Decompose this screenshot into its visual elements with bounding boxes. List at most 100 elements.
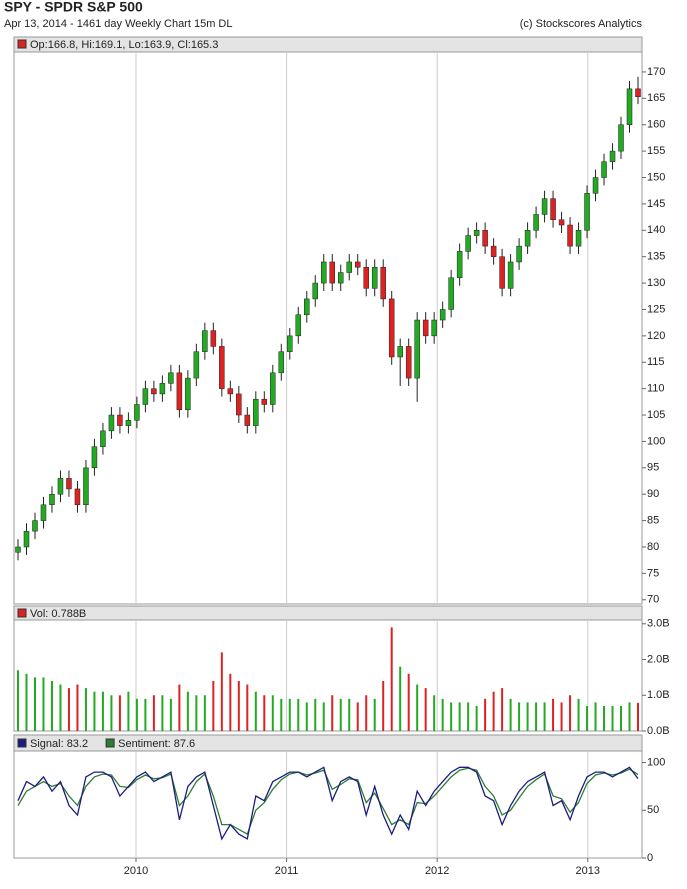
- candle-body: [159, 383, 166, 395]
- volume-bar: [390, 627, 393, 731]
- panel-frame: [13, 734, 643, 859]
- x-tick-label: 2010: [124, 865, 148, 877]
- candle-body: [499, 256, 505, 289]
- candle-body: [261, 398, 268, 405]
- candle-body: [312, 282, 319, 300]
- candle-body: [236, 393, 242, 416]
- volume-bar: [450, 702, 453, 731]
- volume-bar: [25, 673, 28, 731]
- candle-body: [142, 388, 149, 405]
- volume-bar: [127, 691, 130, 731]
- candle-body: [185, 377, 191, 411]
- indicator-line: [17, 766, 639, 841]
- volume-bar: [356, 702, 359, 731]
- volume-bar: [195, 695, 198, 731]
- volume-bar: [254, 691, 257, 731]
- volume-bar: [297, 698, 300, 731]
- volume-bar: [475, 705, 478, 731]
- candle-body: [66, 478, 72, 490]
- candle-body: [482, 230, 488, 247]
- candle-body: [321, 261, 327, 284]
- panel-header: [13, 734, 643, 752]
- volume-bar: [186, 691, 189, 731]
- candle-body: [57, 478, 64, 495]
- legend-label: Signal: 83.2: [30, 738, 88, 750]
- candle-body: [465, 235, 471, 252]
- volume-bar: [424, 688, 427, 731]
- candle-body: [541, 198, 548, 215]
- candle-body: [108, 414, 115, 432]
- candle-body: [609, 150, 616, 162]
- volume-bar: [611, 705, 614, 731]
- volume-bar: [569, 695, 572, 731]
- candle-body: [32, 520, 38, 532]
- candle-body: [134, 404, 140, 421]
- y-tick-label: 105: [647, 409, 665, 421]
- volume-bar: [314, 698, 317, 731]
- y-tick-label: 165: [647, 92, 665, 104]
- y-tick-label: 80: [647, 541, 659, 553]
- candle-body: [329, 261, 335, 284]
- volume-bar: [135, 698, 138, 731]
- candle-body: [618, 124, 624, 152]
- volume-bar: [535, 702, 538, 731]
- y-tick-label: 100: [647, 756, 665, 768]
- volume-bar: [271, 695, 274, 731]
- volume-bar: [110, 695, 113, 731]
- volume-bar: [50, 680, 53, 731]
- y-tick-label: 3.0B: [647, 618, 670, 630]
- volume-bar: [220, 652, 223, 731]
- candle-body: [117, 414, 123, 426]
- legend-label: Sentiment: 87.6: [118, 738, 195, 750]
- legend-swatch: [17, 39, 27, 49]
- legend-label: Vol: 0.788B: [30, 608, 86, 620]
- candle-body: [592, 177, 599, 194]
- candle-body: [210, 330, 217, 347]
- volume-bar: [433, 695, 436, 731]
- legend-swatch: [17, 738, 27, 748]
- y-tick-label: 70: [647, 594, 659, 606]
- volume-bar: [246, 684, 249, 731]
- candle-body: [346, 261, 352, 273]
- volume-bar: [161, 695, 164, 731]
- volume-bar: [331, 695, 334, 731]
- candle-body: [363, 266, 369, 289]
- candle-body: [575, 230, 582, 247]
- candle-body: [125, 420, 132, 426]
- candle-body: [380, 266, 386, 300]
- chart-subtitle: Apr 13, 2014 - 1461 day Weekly Chart 15m…: [4, 18, 232, 30]
- candle-body: [414, 319, 420, 379]
- volume-bar: [509, 698, 512, 731]
- volume-bar: [577, 698, 580, 731]
- y-tick-label: 155: [647, 145, 665, 157]
- candle-body: [456, 251, 463, 279]
- candle-body: [337, 272, 344, 284]
- candle-body: [270, 372, 276, 405]
- volume-bar: [467, 702, 470, 731]
- candle-body: [533, 214, 539, 231]
- volume-bar: [280, 698, 283, 731]
- volume-bar: [518, 702, 521, 731]
- candle-body: [244, 414, 251, 426]
- volume-bar: [169, 698, 172, 731]
- candle-body: [388, 298, 395, 358]
- volume-bar: [144, 698, 147, 731]
- panel-frame: [13, 605, 643, 732]
- y-tick-label: 100: [647, 435, 665, 447]
- legend-swatch: [17, 608, 27, 618]
- chart-title: SPY - SPDR S&P 500: [4, 0, 143, 15]
- volume-bar: [407, 673, 410, 731]
- y-tick-label: 135: [647, 251, 665, 263]
- candle-body: [227, 388, 234, 395]
- x-tick-label: 2012: [425, 865, 449, 877]
- y-tick-label: 150: [647, 171, 665, 183]
- volume-bar: [620, 705, 623, 731]
- candle-body: [567, 224, 573, 247]
- volume-bar: [263, 695, 266, 731]
- volume-bar: [416, 684, 419, 731]
- volume-bar: [93, 691, 96, 731]
- volume-bar: [118, 695, 121, 731]
- candle-body: [168, 372, 174, 384]
- y-tick-label: 125: [647, 303, 665, 315]
